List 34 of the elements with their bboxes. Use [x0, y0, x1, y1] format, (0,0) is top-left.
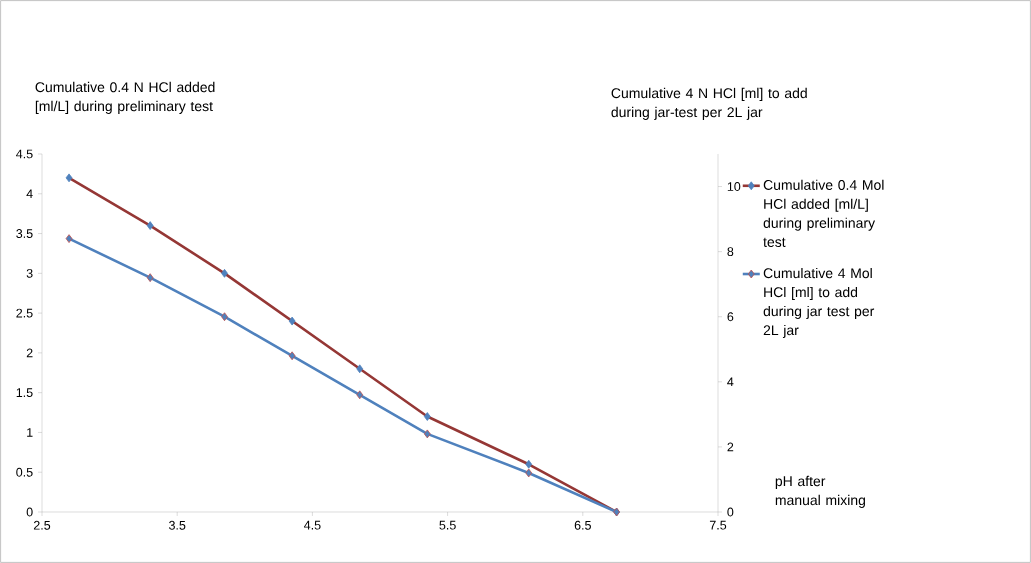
x-tick-label: 3.5 [168, 520, 186, 530]
point [146, 273, 154, 283]
y2-tick-label: 8 [727, 247, 734, 257]
x-tick-label: 6.5 [574, 520, 591, 530]
y-tick-label: 4 [26, 189, 33, 199]
y-tick-label: 3 [26, 268, 33, 278]
y-tick-label: 4.5 [16, 149, 33, 159]
point [356, 390, 364, 400]
legend-label: Cumulative 4 Mol HCl [ml] to add during jar test per 2L jar [763, 267, 875, 338]
point [65, 234, 73, 243]
y2-axis-title: Cumulative 4 N HCl [ml] to add during jar-test per 2L jar [611, 87, 807, 120]
y2-tick-label: 2 [727, 442, 734, 452]
x-tick-label: 4.5 [303, 520, 321, 530]
y-tick-label: 3.5 [16, 229, 33, 238]
x-tick-label: 7.5 [709, 520, 727, 530]
point [423, 429, 431, 439]
y2-tick-label: 10 [727, 182, 741, 191]
y-tick-label: 2.5 [16, 308, 33, 318]
y-tick-label: 2 [26, 348, 33, 358]
y-tick-label: 0.5 [16, 467, 33, 477]
point [525, 468, 533, 478]
point [288, 351, 296, 361]
x-tick-label: 5.5 [439, 520, 456, 530]
y2-tick-label: 6 [727, 312, 734, 322]
y2-tick-label: 0 [727, 507, 734, 517]
y2-tick-label: 4 [727, 377, 734, 387]
x-tick-label: 2.5 [33, 520, 51, 530]
y-tick-label: 1.5 [16, 388, 33, 398]
point [221, 312, 228, 322]
legend-label: Cumulative 0.4 Mol HCl added [ml/L] during preliminary test [763, 179, 884, 247]
y-tick-label: 0 [26, 507, 33, 517]
x-axis-title: pH after manual mixing [775, 475, 865, 508]
y-axis-title: Cumulative 0.4 N HCl added [ml/L] during preliminary test [35, 81, 215, 114]
y-tick-label: 1 [27, 428, 33, 437]
